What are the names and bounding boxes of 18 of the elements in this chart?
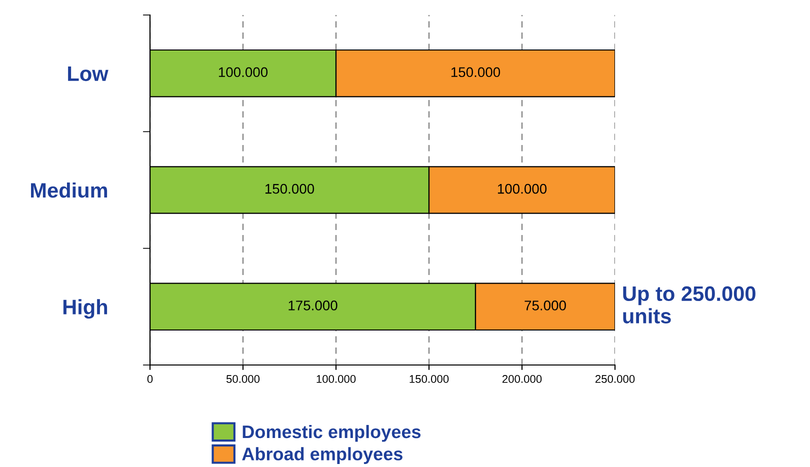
x-tick-label: 0: [147, 375, 153, 383]
legend-label: Domestic employees: [242, 424, 421, 442]
data-label: 75.000: [524, 300, 566, 310]
x-tick-label: 200.000: [502, 375, 542, 383]
data-label: 100.000: [498, 184, 547, 194]
x-tick-label: 100.000: [316, 375, 356, 383]
data-label: 175.000: [288, 300, 338, 310]
x-tick-label: 150.000: [410, 375, 449, 383]
y-tick-label: Low: [68, 66, 108, 82]
data-label: 150.000: [451, 67, 500, 78]
legend-label: Abroad employees: [242, 447, 402, 464]
data-label: 150.000: [265, 184, 314, 194]
x-tick-label: 50.000: [226, 375, 260, 383]
x-tick-label: 250.000: [595, 375, 635, 383]
data-label: 100.000: [218, 67, 268, 78]
y-tick-label: Medium: [31, 182, 108, 198]
annotation: Up to 250.000 units: [623, 286, 756, 324]
y-tick-label: High: [63, 299, 108, 319]
